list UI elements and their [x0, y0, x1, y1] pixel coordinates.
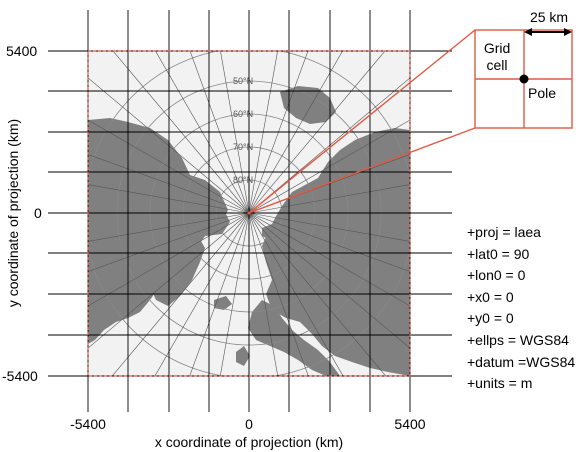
meridian-line — [111, 212, 250, 376]
y-tick-labels: 5400 0 -5400 — [2, 43, 42, 384]
scale-bar: 25 km — [524, 9, 572, 36]
pole-point — [247, 211, 251, 215]
land-masses — [88, 86, 410, 376]
meridian-line — [88, 77, 250, 214]
meridian-line — [88, 154, 250, 214]
x-tick-5400: 5400 — [394, 416, 425, 432]
param-lon0: +lon0 = 0 — [467, 267, 526, 284]
param-y0: +y0 = 0 — [467, 310, 514, 327]
scale-bar-label: 25 km — [530, 9, 568, 25]
land-iceland — [214, 296, 232, 310]
lat-label-80: 80°N — [233, 175, 253, 185]
meridian-line — [248, 119, 410, 214]
meridian-line — [155, 51, 250, 214]
meridian-line — [88, 212, 250, 272]
meridian-line — [248, 212, 410, 307]
meridian-line — [248, 212, 410, 349]
meridian-line — [248, 212, 279, 376]
meridian-line — [88, 212, 250, 307]
meridian-line — [220, 51, 250, 214]
x-tick-0: 0 — [245, 416, 253, 432]
land-british-isles — [236, 346, 250, 366]
meridian-line — [248, 212, 410, 272]
x-axis-label: x coordinate of projection (km) — [155, 434, 343, 450]
map-panel: 50°N 60°N 70°N 80°N — [88, 51, 410, 376]
param-ellps: +ellps = WGS84 — [467, 331, 569, 348]
lat-label-50: 50°N — [233, 76, 253, 86]
land-arctic-islands — [176, 196, 230, 236]
meridian-line — [88, 212, 250, 242]
param-x0: +x0 = 0 — [467, 288, 514, 305]
param-units: +units = m — [467, 375, 533, 392]
grid-cell-inset: Grid cell Pole — [474, 29, 573, 129]
land-greenland — [148, 232, 205, 306]
y-tick-0: 0 — [34, 205, 42, 221]
meridian-line — [248, 51, 278, 214]
lat-label-60: 60°N — [233, 109, 253, 119]
y-tick-minus-5400: -5400 — [2, 368, 38, 384]
meridian-line — [248, 212, 387, 376]
grid-lines — [48, 10, 452, 412]
meridian-line — [248, 212, 410, 242]
land-chukotka — [280, 86, 336, 124]
land-eurasia — [262, 128, 410, 376]
meridian-line — [88, 212, 250, 349]
land-europe — [248, 300, 340, 376]
meridian-line — [112, 51, 250, 214]
meridian-line — [248, 51, 386, 214]
inset-grid-cell-label: Grid cell — [484, 40, 514, 73]
meridian-line — [248, 212, 344, 376]
projection-parameters: +proj = laea +lat0 = 90 +lon0 = 0 +x0 = … — [467, 222, 575, 395]
y-axis-label: y coordinate of projection (km) — [5, 119, 21, 307]
meridian-line — [154, 212, 250, 376]
meridian-line — [248, 77, 410, 214]
x-tick-minus-5400: -5400 — [70, 416, 106, 432]
inset-connector-lines — [248, 29, 476, 214]
meridian-line — [248, 184, 410, 214]
meridians — [88, 51, 410, 376]
param-datum: +datum =WGS84 — [467, 353, 576, 370]
meridian-line — [88, 119, 250, 214]
latitude-labels: 50°N 60°N 70°N 80°N — [233, 76, 253, 185]
y-tick-5400: 5400 — [6, 43, 37, 59]
lat-label-70: 70°N — [233, 142, 253, 152]
param-lat0: +lat0 = 90 — [467, 245, 530, 262]
land-svalbard — [262, 210, 296, 240]
inset-pole-dot — [519, 74, 529, 84]
meridian-line — [219, 212, 250, 376]
param-proj: +proj = laea — [467, 224, 541, 240]
x-tick-labels: -5400 0 5400 — [70, 416, 426, 432]
projection-boundary — [87, 50, 411, 377]
meridian-line — [248, 51, 343, 214]
meridian-line — [88, 184, 250, 214]
inset-pole-label: Pole — [528, 85, 556, 101]
